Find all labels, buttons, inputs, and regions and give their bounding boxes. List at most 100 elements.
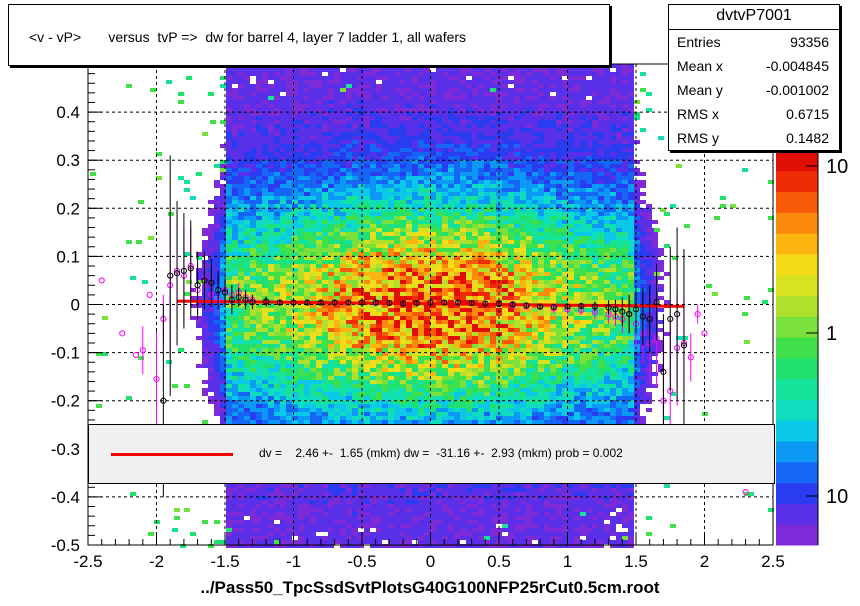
y-tick-label: -0.5 <box>51 536 80 555</box>
stats-box: dvtvP7001 Entries 93356 Mean x -0.004845… <box>668 4 840 151</box>
color-scale-band <box>776 503 818 525</box>
black-profile-point <box>249 298 256 306</box>
black-profile-point <box>358 299 366 306</box>
magenta-profile-point <box>139 347 146 354</box>
black-profile-point <box>386 299 393 307</box>
black-profile-point <box>578 302 585 310</box>
fit-result-text: dv = 2.46 +- 1.65 (mkm) dw = -31.16 +- 2… <box>259 446 623 460</box>
black-profile-point <box>591 303 599 310</box>
black-profile-point <box>400 300 407 307</box>
magenta-profile-point <box>687 354 694 361</box>
black-profile-point <box>495 300 503 308</box>
black-profile-point <box>653 298 660 306</box>
black-profile-point <box>235 294 242 301</box>
x-tick-label: -0.5 <box>347 552 376 571</box>
stats-value: 93356 <box>790 34 829 50</box>
color-scale-band <box>776 482 818 504</box>
x-axis-label: ../Pass50_TpcSsdSvtPlotsG40G100NFP25rCut… <box>200 578 660 597</box>
black-profile-point <box>454 299 461 306</box>
x-tick-label: -2.5 <box>73 552 102 571</box>
x-tick-label: 2 <box>700 552 709 571</box>
profile-points <box>98 155 749 497</box>
stats-value: 0.1482 <box>786 130 829 146</box>
black-profile-point <box>228 296 235 303</box>
black-profile-point <box>482 300 489 307</box>
color-scale-label: 10 <box>826 486 848 508</box>
x-tick-label: 1.5 <box>624 552 648 571</box>
y-tick-label: 0.2 <box>56 199 80 218</box>
color-scale-band <box>776 461 818 484</box>
black-profile-point <box>242 296 249 303</box>
magenta-profile-point <box>119 330 126 337</box>
black-profile-point <box>619 308 626 315</box>
black-profile-point <box>167 272 174 279</box>
magenta-profile-point <box>701 330 708 337</box>
black-profile-point <box>331 299 338 306</box>
black-profile-point <box>639 313 646 320</box>
black-profile-point <box>173 270 181 277</box>
stats-row-mean-y: Mean y -0.001002 <box>669 78 839 102</box>
x-tick-label: 1 <box>563 552 572 571</box>
color-scale-band <box>776 357 818 380</box>
magenta-profile-point <box>132 351 140 359</box>
black-profile-point <box>537 303 544 310</box>
color-scale-band <box>776 316 818 338</box>
black-profile-point <box>215 286 222 294</box>
color-scale-band <box>776 337 818 359</box>
x-tick-label: -1.5 <box>210 552 239 571</box>
magenta-profile-point <box>146 291 153 298</box>
y-tick-label: -0.1 <box>51 344 80 363</box>
black-profile-point <box>523 302 530 309</box>
stats-value: -0.001002 <box>765 82 829 98</box>
color-scale-band <box>776 441 818 463</box>
black-profile-point <box>304 299 311 306</box>
color-scale-band <box>776 191 818 213</box>
black-profile-point <box>187 265 194 272</box>
color-scale-band <box>776 233 818 255</box>
title-box: <v - vP> versus tvP => dw for barrel 4, … <box>8 4 610 66</box>
stats-row-rms-y: RMS y 0.1482 <box>669 126 839 150</box>
black-profile-point <box>317 299 324 306</box>
color-scale-band <box>776 253 818 276</box>
color-scale-band <box>776 420 818 442</box>
black-profile-point <box>509 301 516 308</box>
black-profile-point <box>372 299 379 306</box>
black-profile-point <box>413 299 420 307</box>
black-profile-point <box>550 303 557 311</box>
y-tick-label: -0.4 <box>51 488 80 507</box>
black-profile-point <box>564 303 571 310</box>
x-tick-label: 0 <box>426 552 435 571</box>
magenta-profile-point <box>742 488 749 496</box>
y-tick-label: -0.2 <box>51 392 80 411</box>
stats-title: dvtvP7001 <box>669 5 839 30</box>
black-profile-point <box>180 267 187 274</box>
black-profile-point <box>427 299 434 306</box>
black-profile-point <box>674 311 681 318</box>
black-profile-point <box>345 299 352 306</box>
black-profile-point <box>160 397 167 404</box>
axes: -2.5 -2 -1.5 -1 -0.5 0 0.5 1 1.5 2 2.5 -0.5 -0.4 -0.3… <box>51 63 785 571</box>
y-tick-label: 0.4 <box>56 103 80 122</box>
black-profile-point <box>626 311 633 318</box>
plot-title: <v - vP> versus tvP => dw for barrel 4, … <box>29 29 467 45</box>
x-tick-label: 2.5 <box>761 552 785 571</box>
color-scale-band <box>776 295 818 317</box>
y-tick-label: 0 <box>71 296 80 315</box>
black-profile-point <box>605 304 612 311</box>
stats-row-rms-x: RMS x 0.6715 <box>669 102 839 126</box>
stats-key: RMS x <box>677 106 719 122</box>
stats-value: 0.6715 <box>786 106 829 122</box>
magenta-profile-point <box>153 375 160 383</box>
black-profile-point <box>660 368 667 375</box>
fit-legend: dv = 2.46 +- 1.65 (mkm) dw = -31.16 +- 2… <box>88 424 775 484</box>
color-scale-band <box>776 170 818 193</box>
y-tick-label: 0.1 <box>56 247 80 266</box>
color-scale-band <box>776 150 818 172</box>
black-profile-point <box>221 289 229 296</box>
stats-key: Mean y <box>677 82 723 98</box>
black-profile-point <box>194 282 201 289</box>
stats-key: Mean x <box>677 58 723 74</box>
magenta-profile-point <box>98 277 105 284</box>
color-scale-band <box>776 399 818 421</box>
black-profile-point <box>276 299 283 306</box>
